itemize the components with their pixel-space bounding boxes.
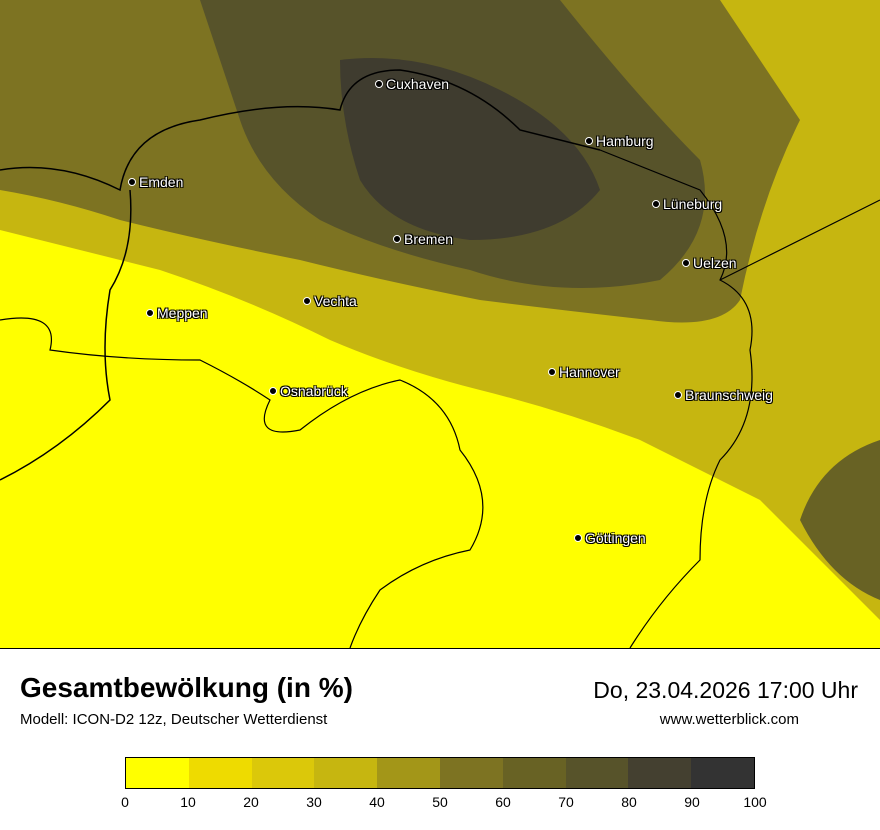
cloud-band-90 (340, 58, 600, 240)
city-cuxhaven: Cuxhaven (375, 76, 449, 92)
legend-swatch (188, 758, 252, 788)
city-label: Uelzen (693, 255, 737, 271)
city-marker-icon (548, 368, 556, 376)
city-marker-icon (269, 387, 277, 395)
city-meppen: Meppen (146, 305, 208, 321)
city-goettingen: Göttingen (574, 530, 646, 546)
legend-tick-label: 0 (121, 794, 129, 810)
legend-tick-label: 40 (369, 794, 385, 810)
city-marker-icon (674, 391, 682, 399)
model-info: Modell: ICON-D2 12z, Deutscher Wetterdie… (20, 711, 328, 728)
legend-swatch (251, 758, 315, 788)
city-lueneburg: Lüneburg (652, 196, 722, 212)
legend-swatch (126, 758, 189, 788)
city-label: Emden (139, 174, 184, 190)
legend-swatch (439, 758, 503, 788)
city-label: Bremen (404, 231, 454, 247)
city-vechta: Vechta (303, 293, 357, 309)
city-emden: Emden (128, 174, 183, 190)
coastline (0, 69, 601, 481)
forecast-datetime: Do, 23.04.2026 17:00 Uhr (593, 677, 858, 703)
legend-tick-label: 70 (558, 794, 574, 810)
city-bremen: Bremen (393, 231, 453, 247)
city-label: Hamburg (596, 133, 654, 149)
city-marker-icon (128, 178, 136, 186)
legend-swatch (502, 758, 566, 788)
color-legend (125, 757, 755, 789)
city-marker-icon (375, 80, 383, 88)
cloud-cover-map[interactable]: Cuxhaven Hamburg Emden Lüneburg Bremen U… (0, 0, 880, 649)
legend-tick-label: 20 (243, 794, 259, 810)
city-marker-icon (574, 534, 582, 542)
legend-swatch (691, 758, 754, 788)
city-label: Vechta (314, 293, 357, 309)
city-marker-icon (585, 137, 593, 145)
city-label: Lüneburg (663, 196, 723, 212)
city-marker-icon (682, 259, 690, 267)
legend-swatch (628, 758, 692, 788)
city-label: Osnabrück (280, 383, 348, 399)
legend-tick-label: 100 (743, 794, 767, 810)
city-uelzen: Uelzen (682, 255, 737, 271)
cloud-band-se (800, 440, 880, 600)
legend-swatch (377, 758, 440, 788)
city-label: Braunschweig (685, 387, 773, 403)
city-label: Hannover (559, 364, 620, 380)
map-layers (0, 0, 880, 649)
legend-tick-label: 90 (684, 794, 700, 810)
legend-tick-label: 30 (306, 794, 322, 810)
website-link[interactable]: www.wetterblick.com (659, 711, 799, 728)
city-marker-icon (393, 235, 401, 243)
legend-tick-label: 10 (180, 794, 196, 810)
legend-swatch (565, 758, 629, 788)
city-braunschweig: Braunschweig (674, 387, 773, 403)
city-marker-icon (303, 297, 311, 305)
city-osnabrueck: Osnabrück (269, 383, 348, 399)
map-title: Gesamtbewölkung (in %) (20, 672, 353, 703)
legend-tick-label: 80 (621, 794, 637, 810)
state-border (0, 149, 880, 649)
city-label: Göttingen (585, 530, 646, 546)
city-marker-icon (146, 309, 154, 317)
city-label: Meppen (157, 305, 208, 321)
city-marker-icon (652, 200, 660, 208)
legend-swatch (314, 758, 378, 788)
city-hannover: Hannover (548, 364, 620, 380)
city-hamburg: Hamburg (585, 133, 654, 149)
legend-tick-label: 60 (495, 794, 511, 810)
legend-tick-label: 50 (432, 794, 448, 810)
city-label: Cuxhaven (386, 76, 450, 92)
